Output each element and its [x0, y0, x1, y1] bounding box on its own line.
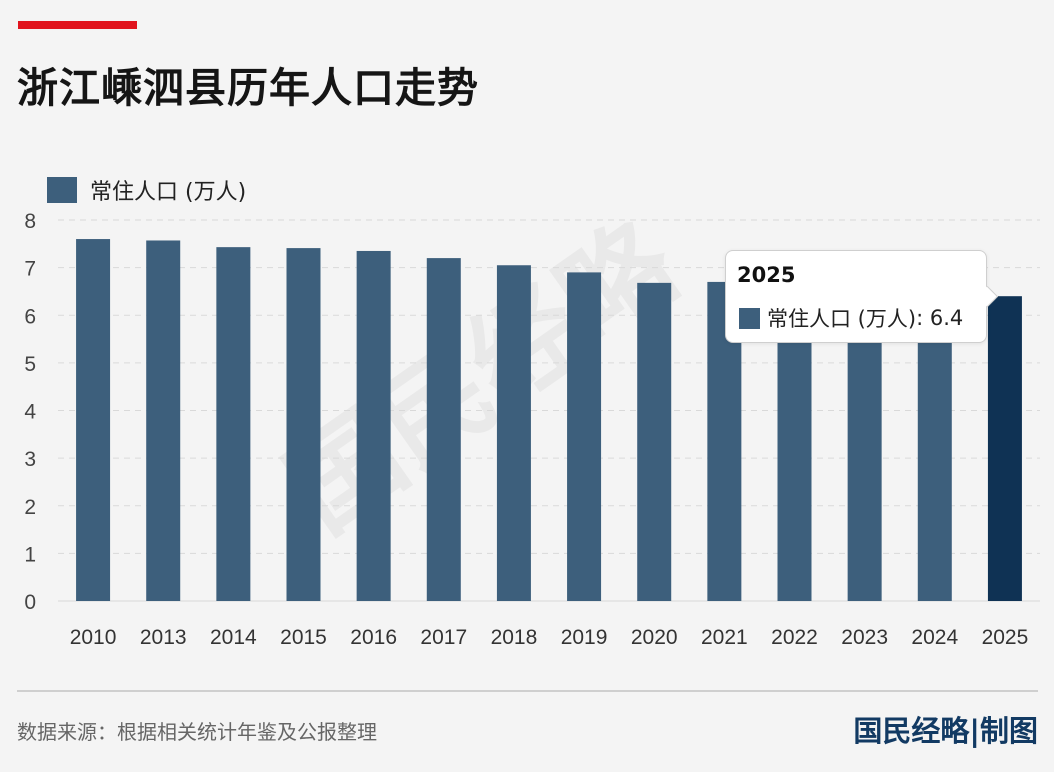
- x-tick-label: 2020: [631, 626, 678, 649]
- x-tick-label: 2023: [841, 626, 888, 649]
- y-tick-label: 2: [24, 496, 36, 519]
- bar-2018[interactable]: [496, 265, 531, 601]
- y-tick-label: 1: [24, 543, 36, 566]
- tooltip: 2025 常住人口 (万人): 6.4: [725, 250, 999, 343]
- x-tick-label: 2014: [210, 626, 257, 649]
- x-tick-label: 2025: [982, 626, 1029, 649]
- tooltip-series-label: 常住人口 (万人): [767, 307, 917, 331]
- y-tick-label: 4: [24, 401, 36, 424]
- x-tick-label: 2016: [350, 626, 397, 649]
- y-tick-label: 3: [24, 448, 36, 471]
- bar-2020[interactable]: [637, 282, 672, 601]
- bar-2017[interactable]: [426, 258, 461, 601]
- x-tick-label: 2015: [280, 626, 327, 649]
- title-accent-bar: [18, 21, 137, 29]
- y-tick-label: 6: [24, 305, 36, 328]
- bar-2015[interactable]: [286, 248, 321, 601]
- legend[interactable]: 常住人口 (万人): [47, 174, 246, 206]
- tooltip-row: 常住人口 (万人): 6.4: [739, 303, 963, 333]
- tooltip-separator: :: [916, 306, 930, 330]
- brand-logo: 国民经略|制图: [853, 714, 1038, 748]
- y-tick-label: 8: [24, 210, 36, 233]
- bar-2023[interactable]: [847, 291, 882, 601]
- legend-swatch: [47, 177, 77, 203]
- legend-label: 常住人口 (万人): [90, 180, 247, 205]
- footer-divider: [17, 690, 1038, 692]
- y-tick-label: 7: [24, 258, 36, 281]
- x-tick-label: 2022: [771, 626, 818, 649]
- bar-2025[interactable]: [987, 296, 1022, 601]
- x-tick-label: 2018: [491, 626, 538, 649]
- x-tick-label: 2017: [420, 626, 467, 649]
- bar-2014[interactable]: [216, 247, 251, 602]
- x-tick-label: 2021: [701, 626, 748, 649]
- chart-title: 浙江嵊泗县历年人口走势: [17, 64, 479, 112]
- x-tick-label: 2024: [911, 626, 958, 649]
- x-tick-label: 2019: [561, 626, 608, 649]
- source-note: 数据来源：根据相关统计年鉴及公报整理: [17, 720, 377, 744]
- x-tick-label: 2013: [140, 626, 187, 649]
- x-tick-label: 2010: [70, 626, 117, 649]
- bar-2019[interactable]: [567, 272, 602, 601]
- tooltip-title: 2025: [737, 263, 796, 287]
- y-tick-label: 0: [24, 591, 36, 614]
- tooltip-swatch: [739, 307, 760, 329]
- bar-2013[interactable]: [146, 240, 181, 601]
- bar-2010[interactable]: [76, 239, 111, 602]
- bar-2016[interactable]: [356, 250, 391, 602]
- y-tick-label: 5: [24, 353, 36, 376]
- bar-2024[interactable]: [917, 293, 952, 601]
- tooltip-value: 6.4: [929, 306, 964, 330]
